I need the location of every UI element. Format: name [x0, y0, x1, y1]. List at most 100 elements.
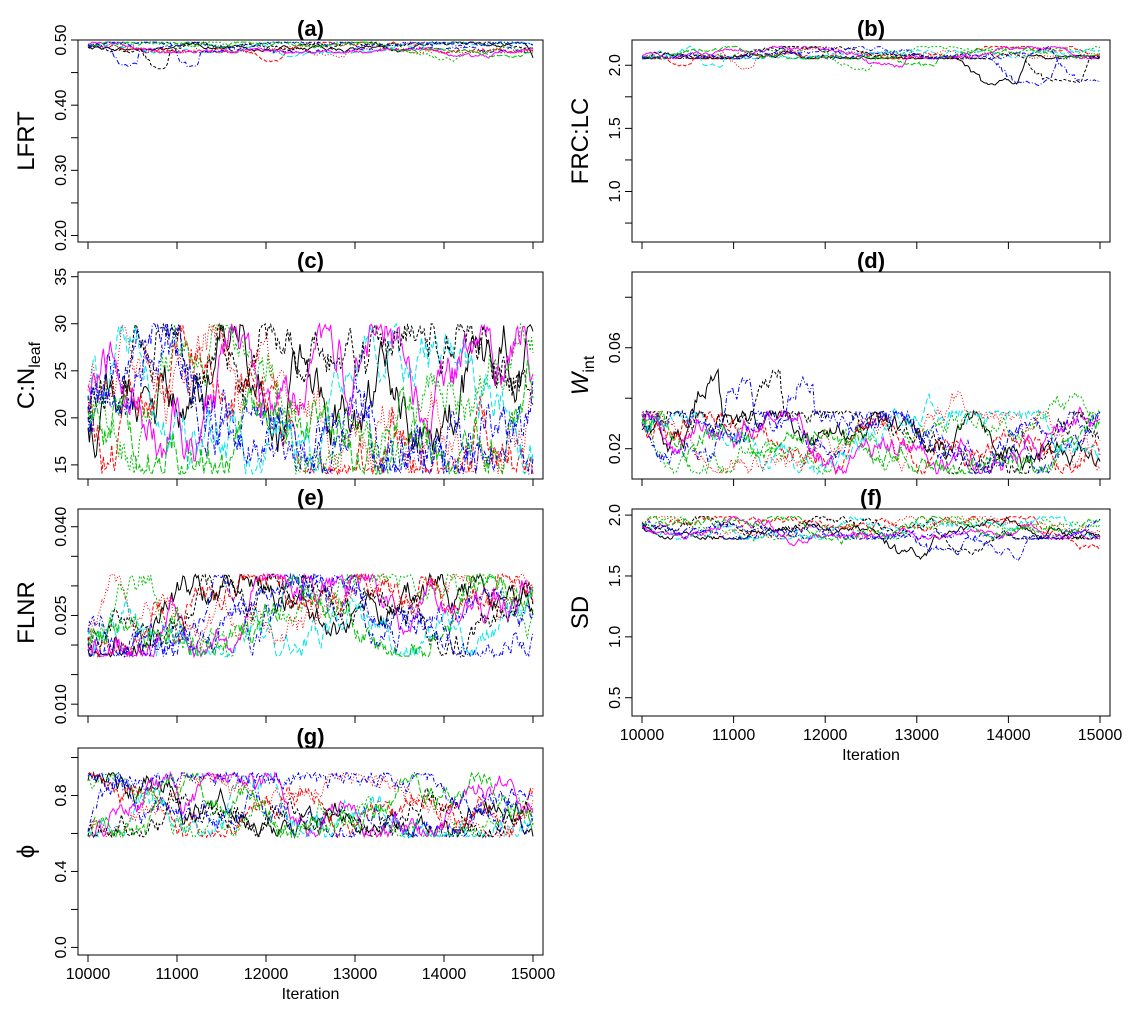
panel-title: (b): [857, 16, 885, 41]
chain-trace: [87, 322, 534, 462]
chain-trace: [87, 573, 534, 659]
chain-trace: [87, 572, 534, 658]
y-axis-label: FLNR: [13, 581, 40, 644]
x-tick-label: 14000: [422, 966, 467, 983]
chain-trace: [641, 45, 1101, 67]
chain-trace: [641, 515, 1101, 540]
chain-trace: [87, 41, 534, 68]
chain-trace: [87, 41, 534, 58]
y-tick-label: 0.50: [53, 24, 70, 55]
plot-frame: [631, 271, 1111, 480]
y-tick-label: 1.5: [607, 565, 624, 587]
y-tick-label: 30: [53, 315, 70, 333]
traces: [87, 770, 534, 840]
chain-trace: [641, 376, 1101, 475]
x-tick-label: 10000: [620, 727, 665, 744]
chain-trace: [87, 772, 534, 839]
panel-title: (d): [857, 248, 885, 273]
y-tick-label: 0.8: [53, 784, 70, 806]
panel-f: (f) 0.5 1.0 1.5 2.0 SD 10000 11000 12000 13000 140…: [567, 485, 1122, 764]
y-tick-label: 0.025: [53, 595, 70, 635]
x-tick-label: 14000: [986, 727, 1031, 744]
chain-trace: [641, 375, 1101, 475]
chain-trace: [641, 45, 1101, 68]
chain-trace: [641, 515, 1101, 550]
chain-trace: [87, 572, 534, 658]
y-tick-label: 1.5: [607, 117, 624, 139]
panel-g: (g) 0.0 0.4 0.8 ϕ 10000 11000 12000 13000 14000 15…: [13, 724, 555, 1003]
y-axis-label: ϕ: [13, 845, 40, 858]
x-tick-label: 15000: [511, 966, 556, 983]
chain-trace: [87, 324, 534, 476]
traces: [641, 515, 1101, 562]
x-tick-label: 13000: [333, 966, 378, 983]
y-tick-label: 0.010: [53, 684, 70, 724]
x-tick-label: 11000: [155, 966, 198, 983]
chain-trace: [87, 572, 534, 659]
x-tick-label: 11000: [712, 727, 755, 744]
plot-frame: [77, 39, 544, 243]
chain-trace: [87, 43, 534, 59]
plot-frame: [77, 508, 544, 717]
chain-trace: [641, 515, 1100, 540]
y-tick-label: 0.40: [53, 89, 70, 120]
y-tick-label: 1.0: [607, 180, 624, 202]
plot-frame: [631, 508, 1111, 717]
chain-trace: [641, 45, 1101, 83]
chain-trace: [87, 572, 534, 659]
y-tick-label: 2.0: [607, 54, 624, 76]
chain-trace: [87, 323, 534, 459]
x-tick-label: 10000: [66, 966, 111, 983]
x-axis-label: Iteration: [282, 986, 340, 1003]
chain-trace: [641, 390, 1101, 476]
chain-trace: [641, 518, 1101, 562]
y-tick-label: 0.30: [53, 155, 70, 186]
y-axis-label: C:Nleaf: [13, 341, 44, 409]
chain-trace: [87, 572, 534, 657]
chain-trace: [641, 45, 1101, 67]
y-tick-label: 25: [53, 362, 70, 380]
chain-trace: [87, 323, 534, 475]
panel-c: (c) 15 20 25 30 35 C:Nleaf: [13, 248, 544, 486]
y-tick-label: 0.4: [53, 860, 70, 882]
chain-trace: [87, 788, 534, 839]
chain-trace: [641, 45, 1101, 84]
plot-frame: [631, 39, 1111, 243]
chain-trace: [87, 572, 534, 659]
chain-trace: [641, 46, 1101, 87]
x-axis-label: Iteration: [842, 747, 900, 764]
chain-trace: [641, 515, 1101, 556]
chain-trace: [641, 391, 1101, 475]
traces: [87, 322, 534, 477]
chain-trace: [641, 45, 1101, 72]
y-tick-label: 0.20: [53, 220, 70, 251]
chain-trace: [87, 41, 534, 68]
panel-title: (e): [297, 485, 324, 510]
panel-title: (c): [297, 248, 324, 273]
x-tick-label: 12000: [803, 727, 848, 744]
traces: [87, 572, 534, 659]
chain-trace: [87, 585, 534, 658]
chain-trace: [641, 522, 1101, 556]
chain-trace: [87, 772, 534, 839]
panel-title: (g): [296, 724, 324, 749]
x-tick-label: 13000: [895, 727, 940, 744]
chain-trace: [87, 322, 534, 423]
y-tick-label: 35: [53, 268, 70, 286]
chain-trace: [641, 515, 1101, 545]
chain-trace: [87, 772, 534, 839]
x-tick-label: 15000: [1078, 727, 1123, 744]
panel-e: (e) 0.010 0.025 0.040 FLNR: [13, 485, 544, 724]
y-tick-label: 15: [53, 456, 70, 474]
chain-trace: [87, 322, 534, 476]
chain-trace: [641, 45, 1101, 70]
panel-b: (b) 1.0 1.5 2.0 FRC:LC: [567, 16, 1111, 249]
chain-trace: [87, 324, 534, 476]
chain-trace: [87, 771, 534, 835]
panel-title: (f): [860, 485, 882, 510]
chain-trace: [641, 369, 1101, 475]
chain-trace: [641, 405, 1101, 476]
y-tick-label: 0.06: [607, 332, 624, 363]
y-tick-label: 2.0: [607, 504, 624, 526]
